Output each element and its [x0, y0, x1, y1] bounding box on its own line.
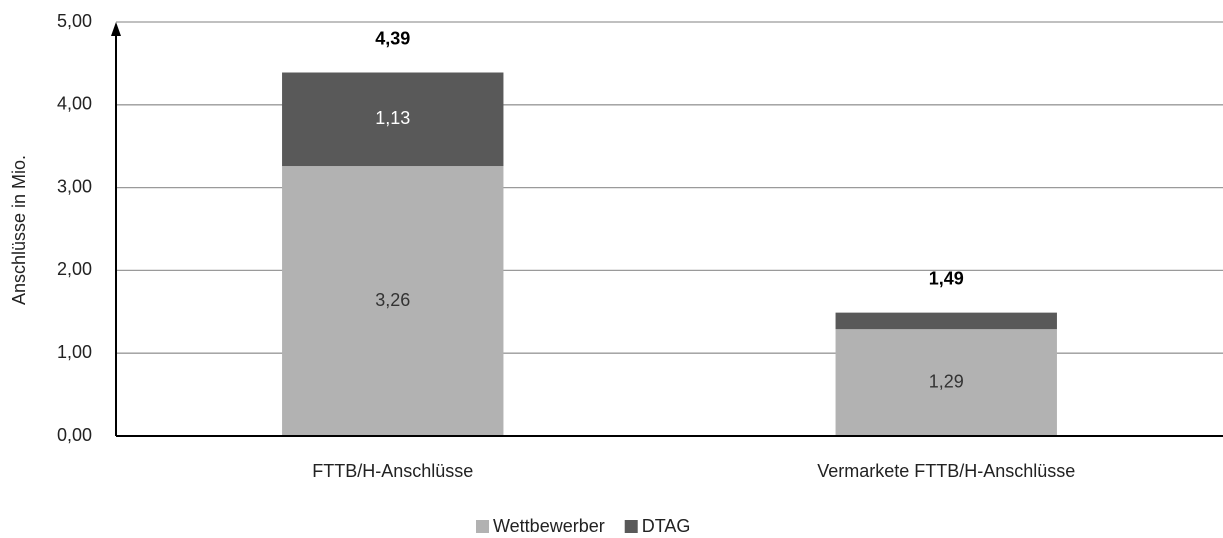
y-tick-label: 3,00 [57, 176, 92, 196]
legend-label: DTAG [642, 516, 691, 536]
bar-segment [835, 312, 1057, 330]
x-tick-label: FTTB/H-Anschlüsse [312, 461, 473, 481]
y-tick-label: 5,00 [57, 11, 92, 31]
bar-segment [282, 72, 504, 167]
total-label: 4,39 [375, 28, 410, 48]
legend-label: Wettbewerber [493, 516, 605, 536]
total-label: 1,49 [929, 268, 964, 288]
y-tick-label: 4,00 [57, 94, 92, 114]
value-label: 1,13 [375, 108, 410, 128]
legend-swatch [476, 520, 489, 533]
y-axis-label: Anschlüsse in Mio. [9, 155, 29, 305]
value-label: 1,29 [929, 371, 964, 391]
bar-segment [282, 166, 504, 436]
bar-segment [835, 329, 1057, 436]
y-tick-label: 1,00 [57, 342, 92, 362]
value-label: 3,26 [375, 290, 410, 310]
x-tick-label: Vermarkete FTTB/H-Anschlüsse [817, 461, 1075, 481]
y-axis-arrow [111, 22, 121, 36]
y-tick-label: 0,00 [57, 425, 92, 445]
y-tick-label: 2,00 [57, 259, 92, 279]
legend-swatch [624, 520, 638, 533]
